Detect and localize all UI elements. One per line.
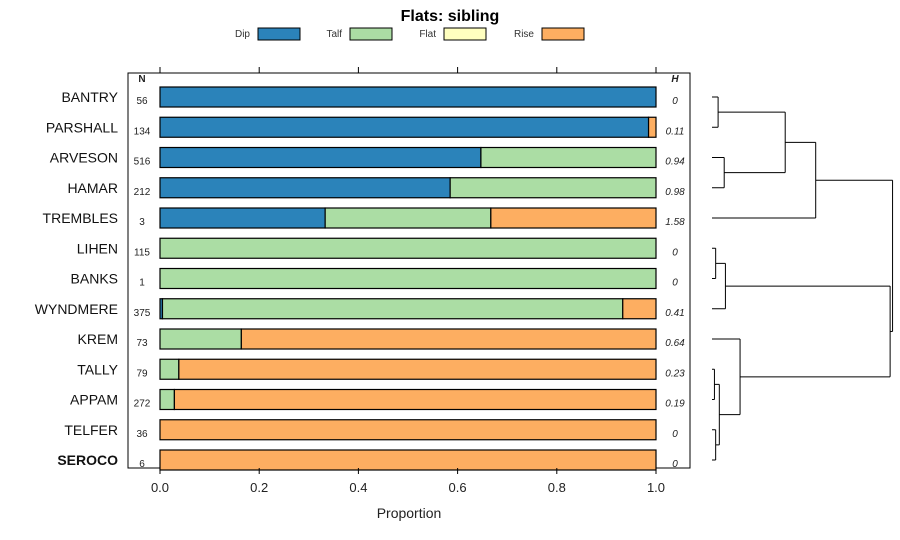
x-tick-label: 0.0 [151,480,169,495]
bar-segment-dip [159,116,650,138]
bar-segment-dip [159,86,657,108]
bar-segment-talf [159,388,175,411]
bar-segment-talf [480,146,657,169]
row-label: KREM [78,331,118,347]
x-tick-label: 0.2 [250,480,268,495]
bar-segment-talf [159,237,657,259]
x-axis: 0.0 0.2 0.4 0.6 0.8 1.0 [151,67,665,495]
h-value: 0 [672,96,678,107]
bar-segment-rise [178,358,657,380]
h-value: 0.23 [665,368,685,379]
n-value: 272 [134,399,151,410]
n-value: 212 [134,187,151,198]
h-value: 0.64 [665,338,685,349]
n-value: 79 [136,368,148,379]
bar-rows: BANTRY 56 0 PARSHALL 134 0.11 ARVESON 516 0.94 HA… [35,86,685,471]
h-value: 0.11 [666,126,685,137]
bar-segment-dip [159,207,326,229]
x-tick-label: 1.0 [647,480,665,495]
h-value: 0 [672,278,678,289]
row-label: PARSHALL [46,119,118,135]
bar-segment-talf [449,177,657,199]
bar-segment-rise [240,328,657,350]
bar-segment-dip [159,146,482,169]
bar-segment-talf [159,328,242,350]
bar-segment-talf [159,358,180,380]
h-value: 0.98 [665,187,685,198]
n-value: 115 [134,247,150,258]
n-value: 73 [136,338,148,349]
h-value: 0 [672,459,678,470]
x-tick-label: 0.8 [548,480,566,495]
bar-segment-talf [324,207,492,229]
chart-title: Flats: sibling [401,8,500,25]
row-label: BANKS [71,271,118,287]
x-axis-label: Proportion [377,505,442,521]
bar-segment-rise [173,388,657,411]
n-value: 6 [139,459,145,470]
legend-swatch-rise [541,27,585,41]
legend-label-talf: Talf [326,29,342,40]
h-value: 0.94 [665,157,685,168]
legend-swatch-flat [443,27,487,41]
n-value: 36 [136,429,148,440]
row-label: TALLY [77,361,118,377]
legend-label-flat: Flat [419,29,436,40]
legend-swatch-talf [349,27,393,41]
n-value: 375 [134,308,151,319]
h-value: 0 [672,247,678,258]
row-label: WYNDMERE [35,301,118,317]
h-value: 0.19 [665,399,685,410]
n-header: N [138,74,145,85]
row-label: BANTRY [61,89,118,105]
bar-segment-rise [647,116,657,138]
x-tick-label: 0.6 [449,480,467,495]
bar-segment-talf [161,298,624,320]
row-label: LIHEN [77,240,118,256]
bar-segment-rise [490,207,657,229]
n-value: 1 [139,278,145,289]
n-value: 3 [139,217,145,228]
legend-label-dip: Dip [235,29,250,40]
row-label: ARVESON [50,150,118,166]
bar-segment-talf [159,267,657,290]
h-value: 0 [672,429,678,440]
dendrogram [712,96,894,461]
bar-segment-rise [622,298,657,320]
x-tick-label: 0.4 [349,480,367,495]
n-value: 516 [134,157,151,168]
n-value: 56 [136,96,148,107]
h-value: 1.58 [665,217,685,228]
bar-segment-dip [159,177,451,199]
row-label: TELFER [64,422,118,438]
bar-segment-rise [159,449,657,471]
row-label: APPAM [70,392,118,408]
n-value: 134 [134,126,151,137]
row-label: SEROCO [57,452,118,468]
h-value: 0.41 [665,308,684,319]
legend-swatch-dip [257,27,301,41]
bar-segment-rise [159,419,657,441]
row-label: HAMAR [67,180,118,196]
row-label: TREMBLES [43,210,118,226]
legend: Dip Talf Flat Rise [235,27,585,41]
h-header: H [671,74,679,85]
legend-label-rise: Rise [514,29,534,40]
